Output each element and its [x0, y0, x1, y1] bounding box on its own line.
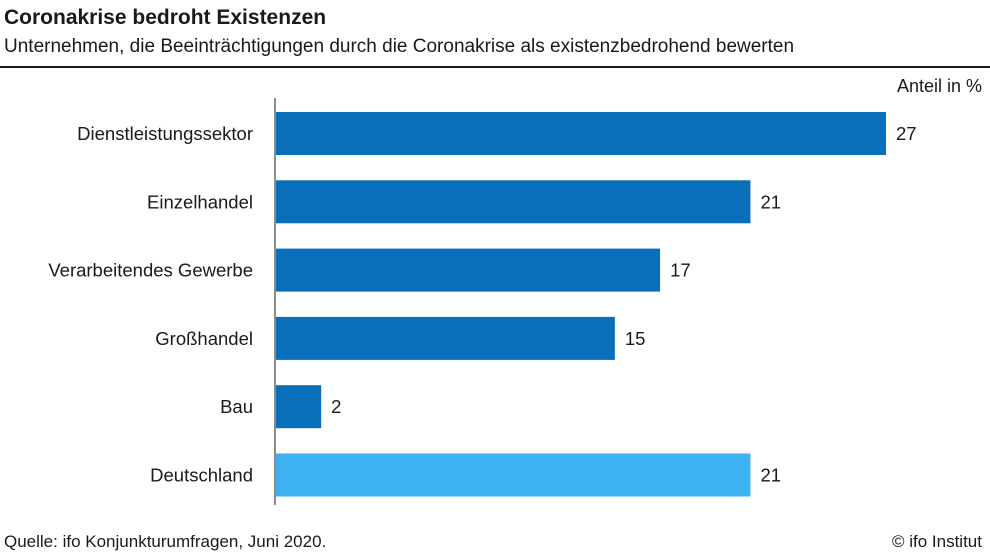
bars-group: Dienstleistungssektor 27 Einzelhandel 21 Ver… — [48, 112, 917, 497]
category-label-deutschland: Deutschland — [150, 465, 253, 486]
bar-bau — [276, 385, 322, 429]
chart-subtitle: Unternehmen, die Beeinträchtigungen durc… — [4, 36, 795, 57]
bar-deutschland — [276, 453, 751, 497]
category-label-grosshandel: Großhandel — [155, 328, 253, 349]
chart-title: Coronakrise bedroht Existenzen — [4, 6, 327, 29]
value-label-deutschland: 21 — [760, 465, 781, 486]
bar-einzelhandel — [276, 180, 751, 224]
value-label-einzelhandel: 21 — [760, 191, 781, 212]
unit-label: Anteil in % — [896, 76, 982, 96]
category-label-einzelhandel: Einzelhandel — [147, 191, 253, 212]
value-label-grosshandel: 15 — [625, 328, 646, 349]
category-label-dienstleistungssektor: Dienstleistungssektor — [77, 123, 253, 144]
copyright-note: © ifo Institut — [891, 532, 982, 551]
category-label-bau: Bau — [220, 396, 253, 417]
category-label-verarbeitendes-gewerbe: Verarbeitendes Gewerbe — [48, 260, 253, 281]
bar-dienstleistungssektor — [276, 112, 886, 155]
value-label-verarbeitendes-gewerbe: 17 — [670, 260, 691, 281]
value-label-bau: 2 — [331, 396, 341, 417]
bar-verarbeitendes-gewerbe — [276, 248, 661, 292]
bar-grosshandel — [276, 316, 615, 360]
source-note: Quelle: ifo Konjunkturumfragen, Juni 202… — [4, 532, 327, 551]
title-divider — [0, 66, 990, 68]
value-label-dienstleistungssektor: 27 — [896, 123, 917, 144]
